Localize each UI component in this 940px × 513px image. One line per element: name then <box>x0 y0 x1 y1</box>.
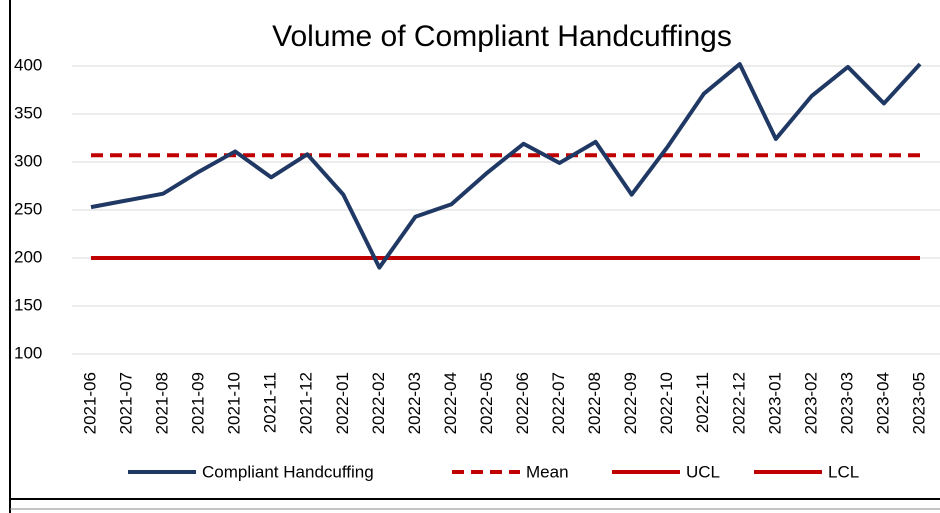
x-tick-label: 2022-07 <box>549 372 568 434</box>
x-tick-label: 2021-09 <box>189 372 208 434</box>
x-tick-label: 2022-11 <box>693 372 712 433</box>
x-tick-label: 2023-04 <box>873 372 892 434</box>
x-tick-label: 2022-08 <box>585 372 604 434</box>
legend-label: LCL <box>828 462 859 481</box>
y-tick-label: 250 <box>14 199 42 218</box>
x-tick-label: 2021-07 <box>117 372 136 434</box>
plot <box>90 62 922 270</box>
x-tick-label: 2022-05 <box>477 372 496 434</box>
x-tick-label: 2022-12 <box>729 372 748 434</box>
legend-label: UCL <box>686 462 720 481</box>
x-tick-label: 2021-11 <box>261 372 280 433</box>
x-tick-label: 2023-05 <box>909 372 928 434</box>
y-tick-label: 350 <box>14 103 42 122</box>
y-tick-label: 300 <box>14 151 42 170</box>
x-tick-label: 2022-03 <box>405 372 424 434</box>
x-tick-label: 2021-10 <box>225 372 244 434</box>
x-tick-label: 2021-12 <box>297 372 316 434</box>
x-tick-label: 2022-10 <box>657 372 676 434</box>
y-tick-label: 100 <box>14 343 42 362</box>
x-tick-label: 2021-08 <box>153 372 172 434</box>
legend-label: Mean <box>526 462 569 481</box>
x-tick-label: 2022-04 <box>441 372 460 434</box>
x-tick-label: 2023-02 <box>801 372 820 434</box>
y-tick-label: 150 <box>14 295 42 314</box>
y-tick-label: 400 <box>14 55 42 74</box>
x-tick-label: 2022-01 <box>333 372 352 434</box>
x-tick-label: 2022-06 <box>513 372 532 434</box>
x-tick-label: 2023-01 <box>765 372 784 434</box>
y-tick-label: 200 <box>14 247 42 266</box>
chart-title: Volume of Compliant Handcuffings <box>272 20 732 53</box>
line-series <box>90 62 922 270</box>
x-tick-label: 2023-03 <box>837 372 856 434</box>
x-tick-label: 2022-09 <box>621 372 640 434</box>
x-tick-label: 2021-06 <box>80 372 99 434</box>
x-tick-label: 2022-02 <box>369 372 388 434</box>
legend-label: Compliant Handcuffing <box>202 462 374 481</box>
